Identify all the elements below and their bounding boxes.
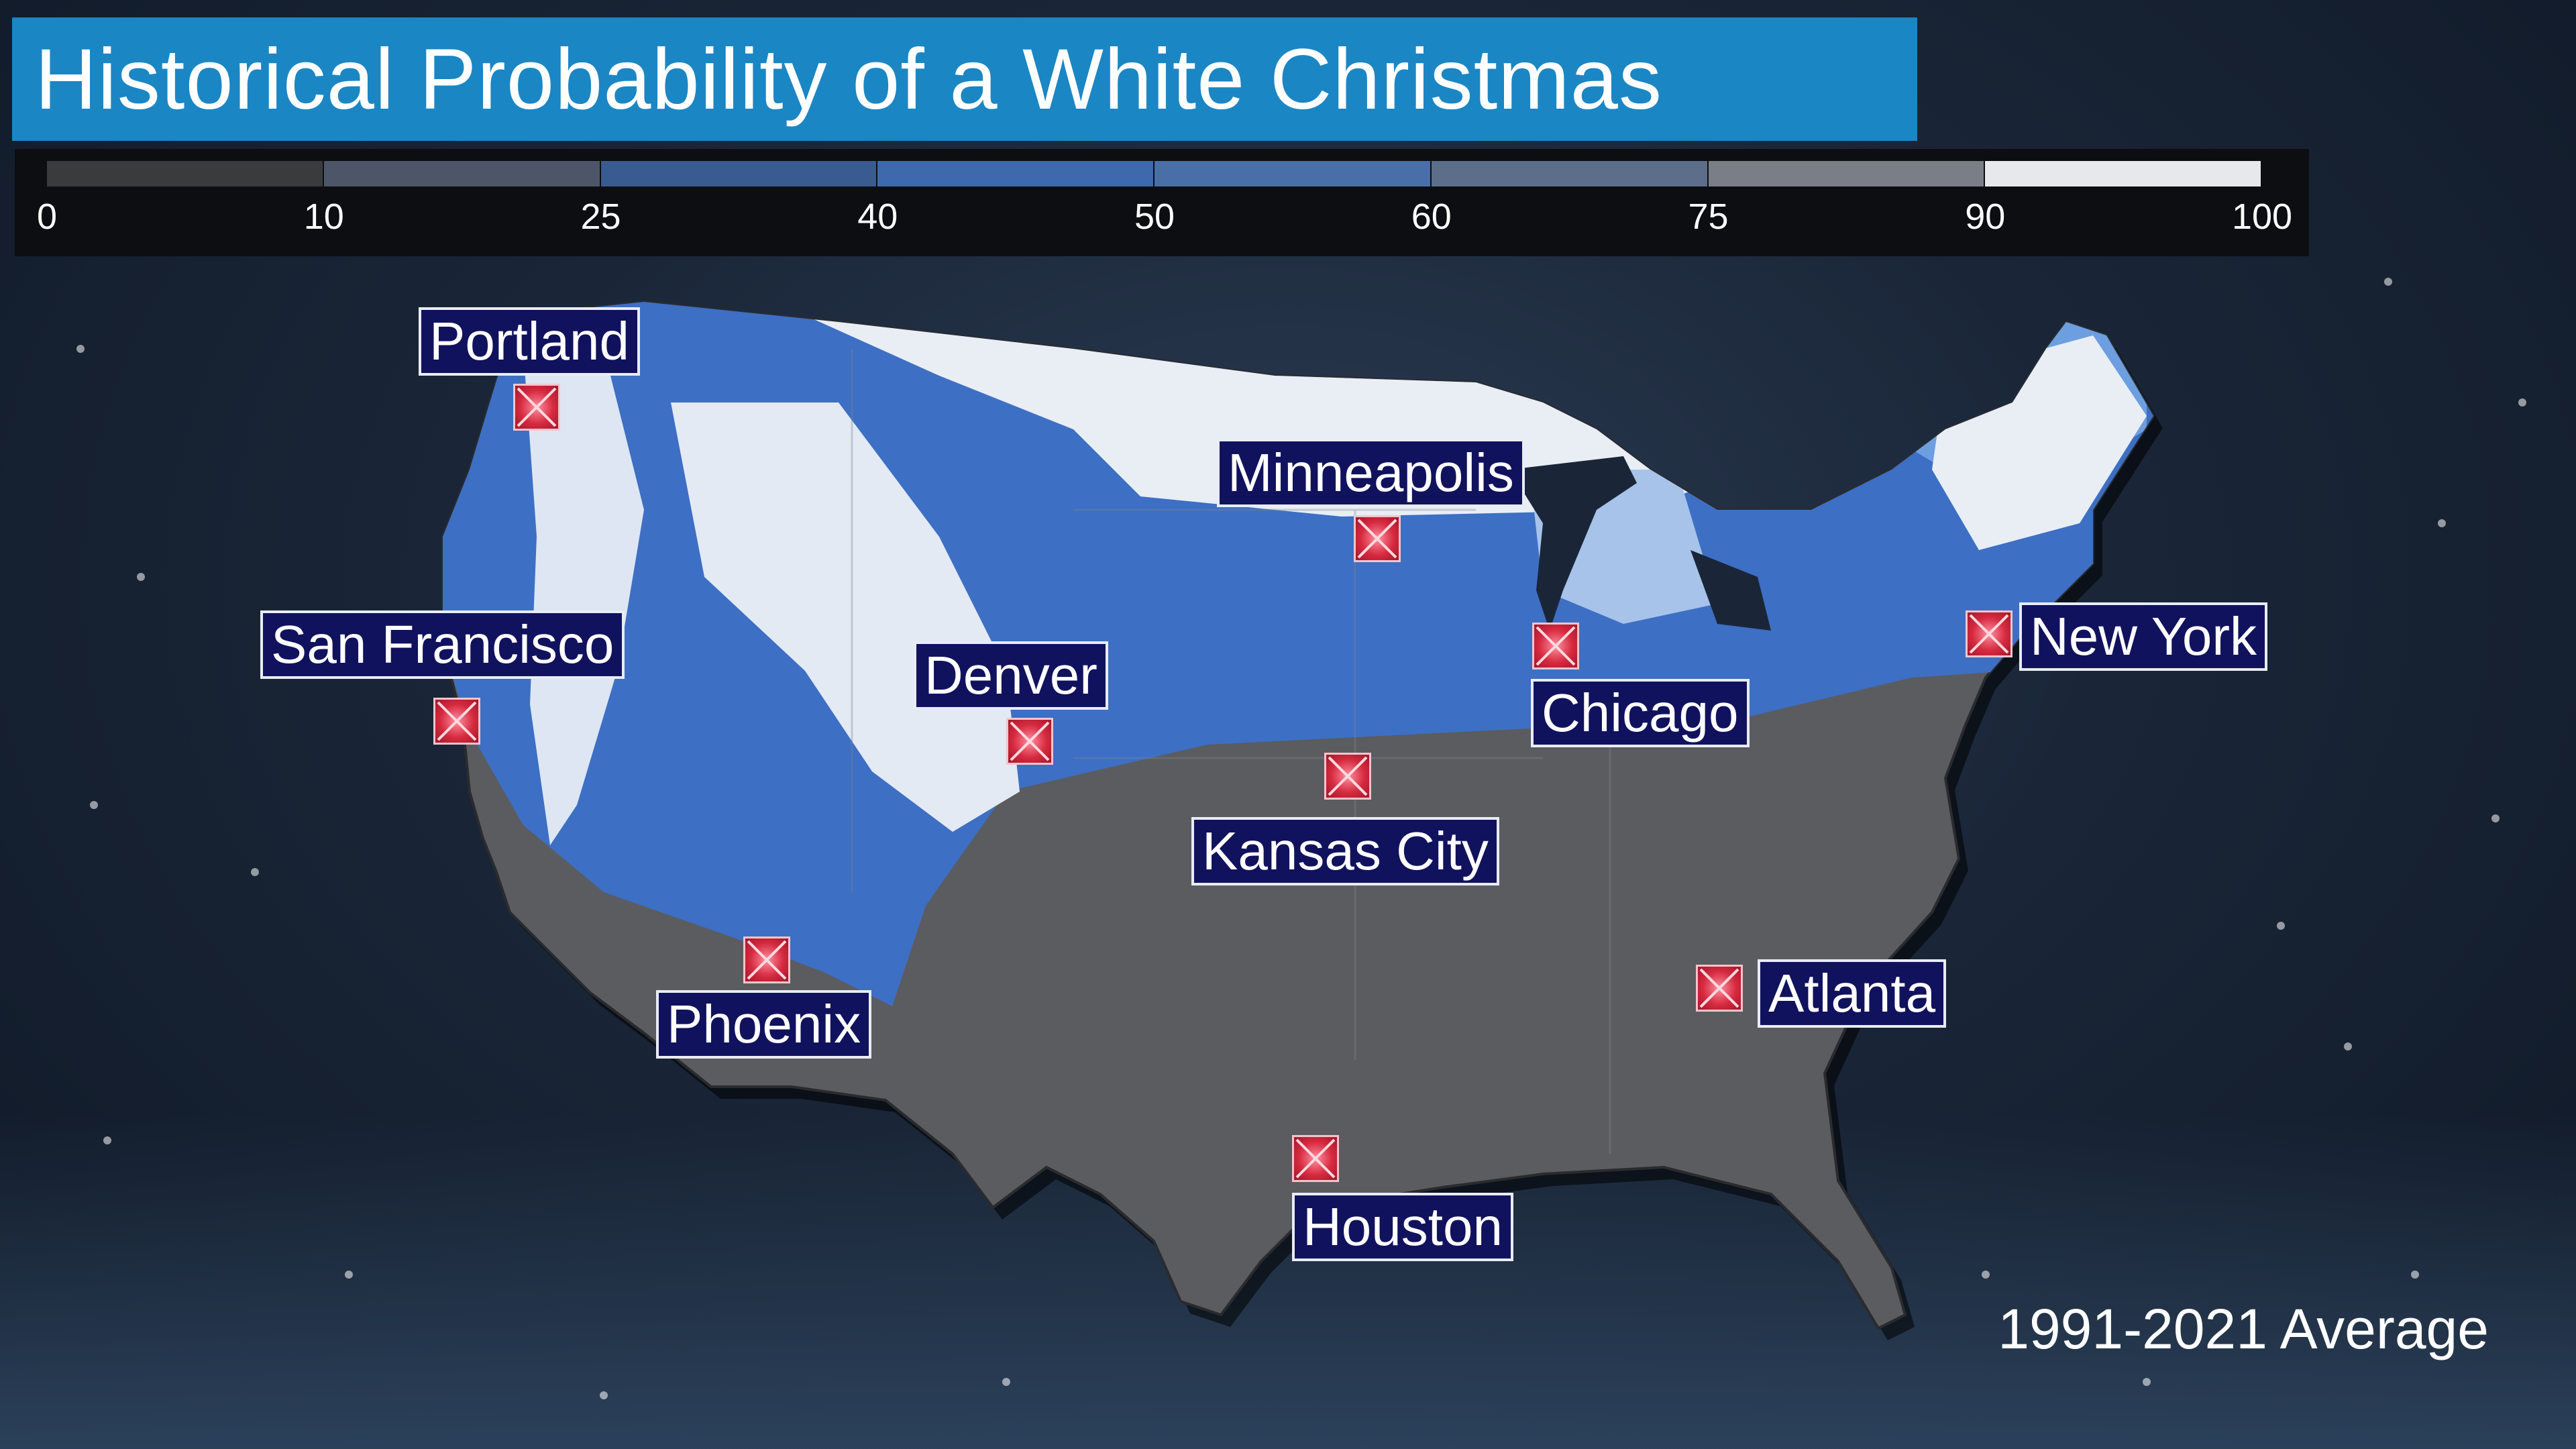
x-marker-icon xyxy=(747,940,787,980)
legend-swatch xyxy=(47,161,323,186)
legend-tick: 75 xyxy=(1688,197,1729,237)
city-label-phoenix: Phoenix xyxy=(656,990,872,1059)
zone-90-100-cascades xyxy=(523,349,644,845)
x-marker-icon xyxy=(1295,1138,1336,1179)
legend-swatch xyxy=(600,161,877,186)
x-marker-icon xyxy=(1969,614,2009,654)
city-marker-atlanta xyxy=(1696,965,1743,1012)
city-marker-chicago xyxy=(1532,623,1579,669)
city-marker-houston xyxy=(1292,1135,1339,1182)
snowflake xyxy=(2344,1042,2352,1051)
city-label-houston: Houston xyxy=(1292,1193,1513,1261)
city-label-denver: Denver xyxy=(914,641,1108,710)
state-lines xyxy=(851,349,1611,1154)
snowflake xyxy=(137,573,145,581)
legend-tick: 60 xyxy=(1411,197,1452,237)
legend-swatch xyxy=(1431,161,1707,186)
legend-tick: 10 xyxy=(303,197,344,237)
zone-90-100-rockies xyxy=(671,402,1020,832)
legend-swatch xyxy=(323,161,600,186)
snowflake xyxy=(2518,398,2526,407)
legend-tick: 0 xyxy=(36,197,58,237)
legend-tick: 90 xyxy=(1965,197,2006,237)
city-label-san-francisco: San Francisco xyxy=(260,610,625,679)
legend-swatch xyxy=(1985,161,2261,186)
city-marker-kansas-city xyxy=(1324,753,1371,800)
zone-90-100-northeast xyxy=(1932,335,2147,550)
probability-legend: 0 10 25 40 50 60 75 90 100 xyxy=(15,149,2309,256)
city-label-chicago: Chicago xyxy=(1531,679,1750,747)
x-marker-icon xyxy=(1010,721,1050,761)
city-marker-denver xyxy=(1006,718,1053,765)
city-label-new-york: New York xyxy=(2019,602,2267,671)
x-marker-icon xyxy=(1536,626,1576,666)
snowflake xyxy=(1982,1271,1990,1279)
snowflake xyxy=(2491,814,2500,822)
snowflake xyxy=(76,345,85,353)
snowflake xyxy=(600,1391,608,1399)
snowflake xyxy=(2411,1271,2419,1279)
city-label-minneapolis: Minneapolis xyxy=(1217,439,1525,507)
legend-tick: 50 xyxy=(1134,197,1175,237)
snowflake xyxy=(2277,922,2285,930)
city-marker-phoenix xyxy=(743,936,790,983)
snowflake xyxy=(103,1136,111,1144)
snowflake xyxy=(2384,278,2392,286)
city-marker-minneapolis xyxy=(1354,515,1401,562)
snowflake xyxy=(2143,1378,2151,1386)
x-marker-icon xyxy=(437,701,477,741)
x-marker-icon xyxy=(1328,756,1368,796)
city-label-atlanta: Atlanta xyxy=(1758,959,1947,1028)
city-marker-san-francisco xyxy=(433,698,480,745)
legend-tick: 25 xyxy=(580,197,621,237)
snowflake xyxy=(345,1271,353,1279)
legend-tick: 100 xyxy=(2231,197,2293,237)
city-marker-new-york xyxy=(1966,610,2012,657)
x-marker-icon xyxy=(1357,519,1397,559)
legend-swatch xyxy=(1708,161,1984,186)
x-marker-icon xyxy=(517,387,557,427)
city-label-portland: Portland xyxy=(419,307,640,376)
snowflake xyxy=(90,801,98,809)
snowflake xyxy=(251,868,259,876)
period-note: 1991-2021 Average xyxy=(1998,1297,2489,1360)
page-title: Historical Probability of a White Christ… xyxy=(12,17,1917,141)
legend-swatch xyxy=(1155,161,1430,186)
city-marker-portland xyxy=(513,384,560,431)
snowflake xyxy=(2438,519,2446,527)
city-label-kansas-city: Kansas City xyxy=(1191,817,1499,885)
legend-swatch xyxy=(877,161,1153,186)
snowflake xyxy=(1002,1378,1010,1386)
x-marker-icon xyxy=(1699,968,1739,1008)
great-lakes xyxy=(1509,456,1771,631)
legend-tick: 40 xyxy=(857,197,898,237)
